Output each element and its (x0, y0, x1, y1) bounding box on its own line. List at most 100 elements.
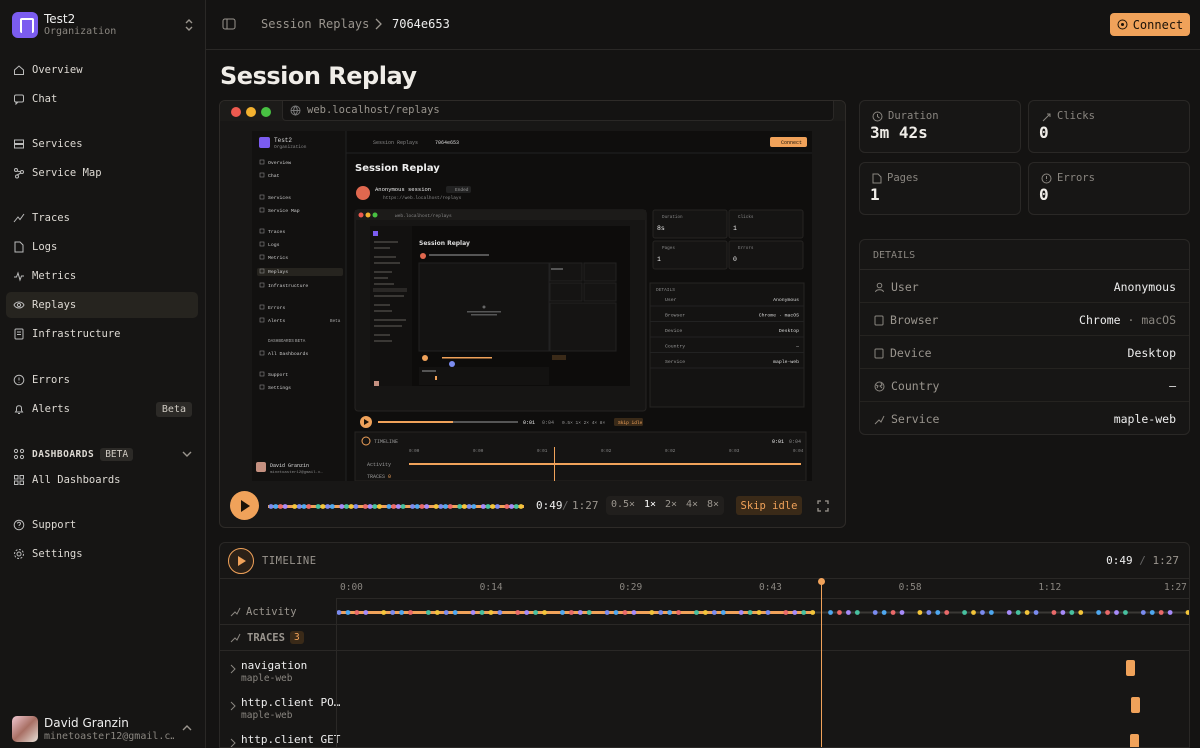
speed-2x[interactable]: 2× (665, 499, 678, 510)
plug-icon (1117, 19, 1128, 30)
sidebar-item-label: Overview (32, 64, 83, 76)
org-switcher[interactable]: Test2 Organization (12, 12, 194, 40)
timeline-tick: 0:58 (898, 582, 922, 593)
skip-idle-button[interactable]: Skip idle (736, 496, 802, 515)
chevron-right-icon (230, 738, 236, 747)
detail-row-device: Device Desktop (860, 336, 1189, 369)
fullscreen-icon[interactable] (817, 500, 829, 512)
activity-label: Activity (246, 606, 297, 618)
sidebar-item-chat[interactable]: Chat (6, 86, 198, 112)
mini-speeds: 0.5× 1× 2× 4× 8× (562, 420, 606, 426)
sidebar-item-traces[interactable]: Traces (6, 205, 198, 231)
dashboards-beta-badge: BETA (100, 447, 134, 461)
mini-nav-item: Infrastructure (268, 283, 308, 289)
window-minimize-dot (246, 107, 256, 117)
trace-span-bar[interactable] (1126, 660, 1135, 676)
user-menu[interactable]: David Granzin minetoaster12@gmail.c… (12, 716, 194, 744)
org-logo-icon (12, 12, 38, 38)
mini-tick: 0:00 (409, 449, 420, 454)
trace-span-bar[interactable] (1131, 697, 1140, 713)
sidebar-item-service-map[interactable]: Service Map (6, 160, 198, 186)
trace-row[interactable]: navigation maple-web (220, 652, 1189, 689)
traces-header[interactable]: TRACES 3 (220, 625, 1189, 651)
speed-4x[interactable]: 4× (686, 499, 699, 510)
activity-track[interactable] (336, 609, 1190, 616)
breadcrumb-parent[interactable]: Session Replays (261, 17, 370, 31)
play-button[interactable] (230, 491, 259, 520)
timeline-play-button[interactable] (228, 548, 254, 574)
replay-progress-bar[interactable] (268, 503, 524, 510)
sidebar-item-alerts[interactable]: Alerts Beta (6, 396, 198, 422)
sidebar-item-overview[interactable]: Overview (6, 57, 198, 83)
pulse-icon (12, 269, 26, 283)
alert-circle-icon (12, 373, 26, 387)
page-title: Session Replay (220, 62, 417, 90)
mini-detail-value: maple-web (773, 359, 799, 365)
bell-icon (12, 402, 26, 416)
connect-button[interactable]: Connect (1110, 13, 1190, 36)
sidebar-item-logs[interactable]: Logs (6, 234, 198, 260)
dashboards-section-label: DASHBOARDS (32, 448, 95, 460)
mini-time: 0:01 (523, 420, 535, 426)
detail-browser-value: Chrome (1079, 313, 1121, 327)
mini-traces-count: 0 (388, 474, 391, 480)
mini-tick: 0:04 (793, 449, 804, 454)
mini-detail-value: Chrome · macOS (759, 313, 799, 319)
mini-nav-item: Support (268, 372, 288, 378)
traces-count-badge: 3 (290, 631, 304, 644)
speed-0-5x[interactable]: 0.5× (611, 499, 636, 510)
sidebar-item-support[interactable]: Support (6, 512, 198, 538)
dashboards-icon (12, 447, 26, 461)
timeline-divider (336, 599, 337, 747)
sidebar-item-label: Infrastructure (32, 328, 121, 340)
trace-row[interactable]: http.client PO… maple-web (220, 689, 1189, 726)
detail-browser-label: Browser (890, 313, 939, 327)
playback-speed-selector: 0.5× 1× 2× 4× 8× (606, 496, 724, 515)
detail-country-label: Country (891, 379, 940, 393)
breadcrumb-current: 7064e653 (392, 17, 450, 31)
sidebar-item-infrastructure[interactable]: Infrastructure (6, 321, 198, 347)
trace-row[interactable]: http.client GETmaple-web (220, 726, 1189, 747)
mini-session-name: Anonymous session (375, 186, 431, 193)
sidebar-item-label: Service Map (32, 167, 102, 179)
sidebar-item-label: All Dashboards (32, 474, 121, 486)
service-icon (874, 414, 885, 425)
detail-row-browser: Browser Chrome · macOS (860, 303, 1189, 336)
sidebar-item-settings[interactable]: Settings (6, 541, 198, 567)
sidebar-item-replays[interactable]: Replays (6, 292, 198, 318)
box-icon (12, 327, 26, 341)
detail-user-value: Anonymous (1113, 280, 1176, 294)
mini-details-header: DETAILS (656, 287, 675, 293)
sidebar-item-all-dashboards[interactable]: All Dashboards (6, 467, 198, 493)
replay-viewport[interactable]: Test2 Organization Overview Chat Services S… (252, 131, 812, 481)
mini-user-email: minetoaster12@gmail.c… (270, 470, 323, 475)
url-text: web.localhost/replays (307, 104, 440, 116)
server-icon (12, 137, 26, 151)
trace-span-bar[interactable] (1130, 734, 1139, 747)
sidebar-item-errors[interactable]: Errors (6, 367, 198, 393)
speed-8x[interactable]: 8× (707, 499, 720, 510)
dashboards-section-header[interactable]: DASHBOARDS BETA (6, 441, 198, 467)
mini-org-name: Test2 (274, 137, 292, 144)
mini-skip: Skip idle (618, 420, 643, 426)
detail-device-value: Desktop (1127, 346, 1176, 360)
org-name: Test2 (44, 12, 76, 26)
pages-value: 1 (870, 185, 880, 204)
sidebar-toggle-icon[interactable] (222, 17, 236, 31)
sidebar-item-metrics[interactable]: Metrics (6, 263, 198, 289)
user-icon (874, 282, 885, 293)
timeline-ruler[interactable]: 0:00 0:14 0:29 0:43 0:58 1:12 1:27 (336, 579, 1189, 599)
speed-1x[interactable]: 1× (644, 499, 657, 510)
mini-timeline-ticks: 0:00 0:00 0:01 0:02 0:02 0:03 0:04 (409, 449, 804, 454)
mini-breadcrumb-current: 7064e653 (435, 140, 459, 146)
timeline-playhead[interactable] (818, 578, 825, 747)
mini-badge: Beta (330, 319, 341, 324)
mini-url: web.localhost/replays (395, 213, 452, 219)
globe-icon (874, 381, 885, 392)
grid-icon (12, 473, 26, 487)
clicks-label: Clicks (1057, 110, 1095, 122)
sidebar-item-services[interactable]: Services (6, 131, 198, 157)
chevron-right-icon (230, 664, 236, 674)
mini-mini-title: Session Replay (419, 240, 470, 247)
